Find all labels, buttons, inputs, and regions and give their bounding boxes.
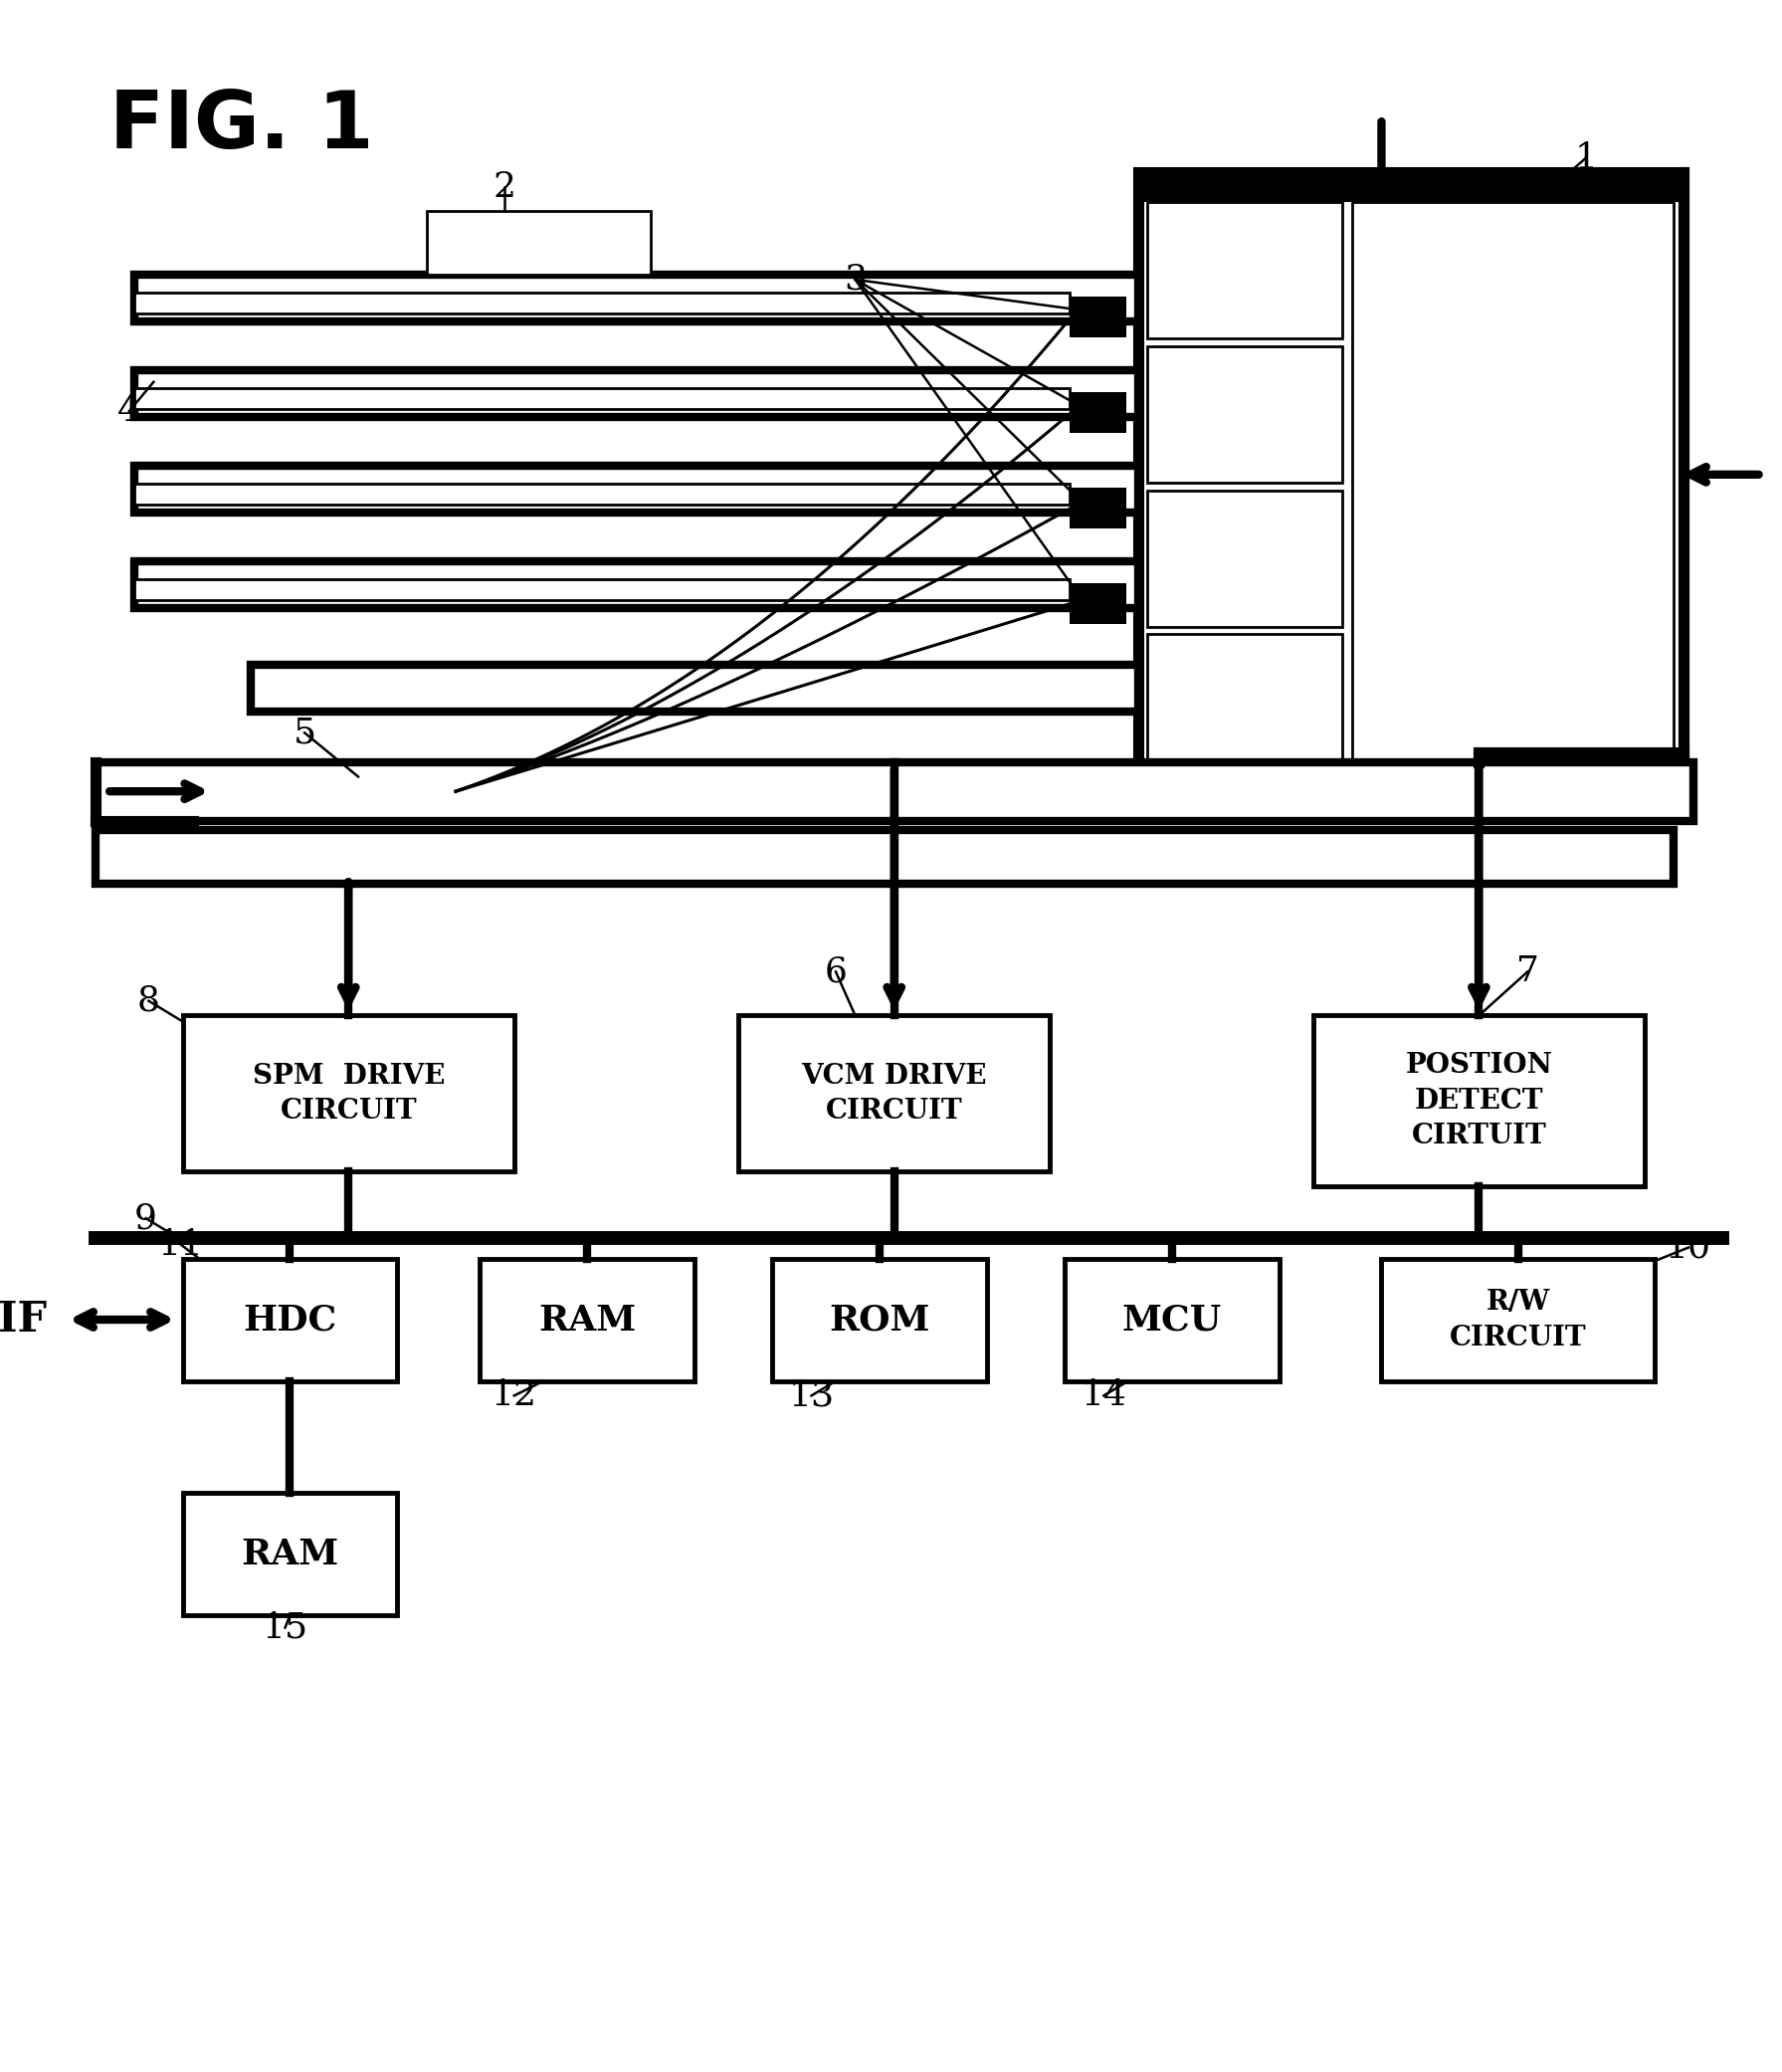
Bar <box>1313 1015 1645 1185</box>
Bar <box>134 387 1069 410</box>
Bar <box>1139 172 1684 796</box>
Bar <box>1069 487 1126 528</box>
Text: 8: 8 <box>137 984 160 1017</box>
Bar <box>184 1494 397 1614</box>
Text: POSTION
DETECT
CIRTUIT: POSTION DETECT CIRTUIT <box>1406 1053 1552 1150</box>
Text: 14: 14 <box>1082 1378 1126 1413</box>
Text: 15: 15 <box>262 1610 308 1645</box>
Bar <box>184 1260 397 1382</box>
Bar <box>1148 346 1342 483</box>
Bar <box>1381 1260 1654 1382</box>
Bar <box>738 1015 1050 1171</box>
Bar <box>94 831 1673 885</box>
Bar <box>1069 392 1126 433</box>
Text: SPM  DRIVE
CIRCUIT: SPM DRIVE CIRCUIT <box>253 1063 446 1125</box>
Bar <box>134 292 1069 313</box>
Text: ROM: ROM <box>829 1303 930 1336</box>
Text: 2: 2 <box>494 170 515 203</box>
Text: 4: 4 <box>118 394 141 429</box>
Bar <box>134 562 1139 607</box>
Text: R/W
CIRCUIT: R/W CIRCUIT <box>1449 1289 1586 1351</box>
Text: IF: IF <box>0 1299 46 1341</box>
Bar <box>1353 201 1673 787</box>
Bar <box>251 665 1139 711</box>
Bar <box>1069 296 1126 338</box>
Bar <box>134 466 1139 512</box>
Text: FIG. 1: FIG. 1 <box>110 87 374 166</box>
Bar <box>134 483 1069 506</box>
Text: 3: 3 <box>843 263 866 296</box>
Text: 9: 9 <box>134 1202 157 1235</box>
Bar <box>426 211 650 276</box>
Text: 7: 7 <box>1516 955 1540 988</box>
Bar <box>134 371 1139 416</box>
Text: VCM DRIVE
CIRCUIT: VCM DRIVE CIRCUIT <box>802 1063 987 1125</box>
Text: 11: 11 <box>159 1229 203 1262</box>
Text: 1: 1 <box>1575 141 1598 174</box>
Text: 6: 6 <box>825 955 846 988</box>
Text: MCU: MCU <box>1123 1303 1222 1336</box>
Bar <box>1069 582 1126 624</box>
Bar <box>479 1260 695 1382</box>
Text: 13: 13 <box>788 1378 834 1413</box>
Text: 5: 5 <box>292 717 315 750</box>
Text: RAM: RAM <box>241 1537 339 1571</box>
Bar <box>134 578 1069 601</box>
Bar <box>134 276 1139 321</box>
Bar <box>1148 634 1342 771</box>
Bar <box>772 1260 987 1382</box>
Bar <box>1148 201 1342 338</box>
Text: 12: 12 <box>492 1378 536 1413</box>
Text: 10: 10 <box>1666 1231 1711 1264</box>
Bar <box>1066 1260 1279 1382</box>
Text: RAM: RAM <box>538 1303 636 1336</box>
Bar <box>94 762 1693 821</box>
Bar <box>1148 491 1342 626</box>
Bar <box>1139 172 1684 201</box>
Text: HDC: HDC <box>242 1303 337 1336</box>
Bar <box>184 1015 515 1171</box>
